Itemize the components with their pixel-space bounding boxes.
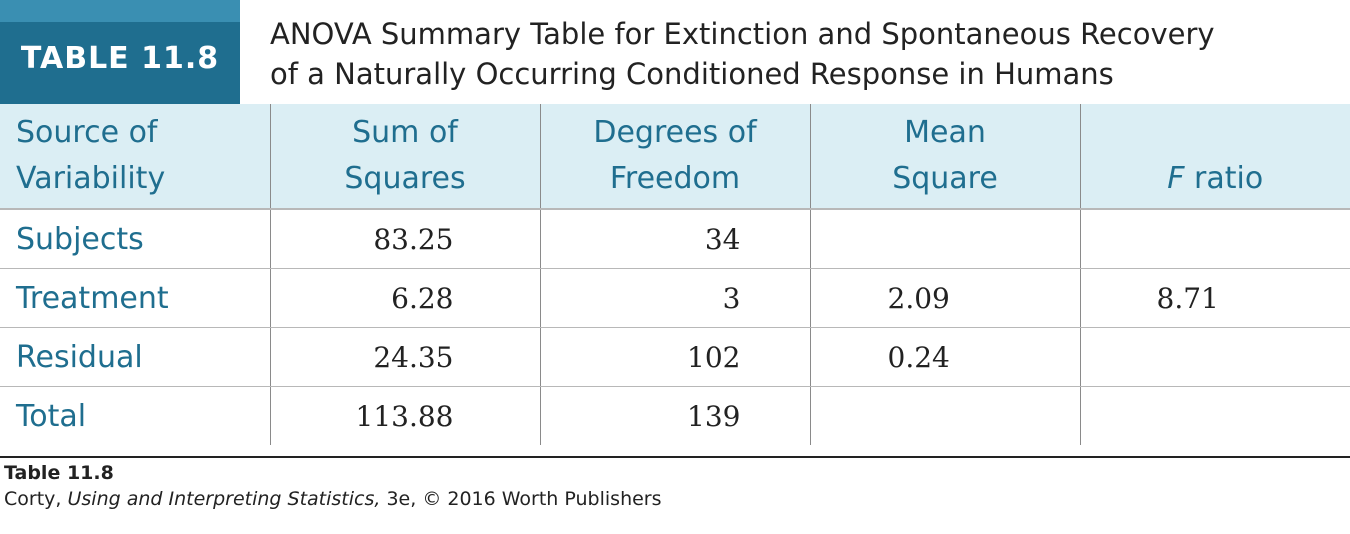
row-degrees-of-freedom: 3 — [539, 268, 810, 328]
row-f-ratio: 8.71 — [1079, 268, 1350, 328]
figure-footer: Table 11.8 Corty, Using and Interpreting… — [4, 460, 662, 512]
credit-book-title: Using and Interpreting Statistics, — [67, 488, 381, 510]
row-mean-square: 0.24 — [809, 327, 1080, 387]
header-df-line1: Degrees of — [593, 115, 757, 150]
row-f-ratio — [1079, 386, 1350, 445]
table-bottom-rule — [0, 456, 1350, 458]
table-caption: ANOVA Summary Table for Extinction and S… — [270, 14, 1340, 94]
cell-value: 83.25 — [373, 222, 454, 256]
header-source: Source of Variability — [0, 104, 270, 210]
header-sum-of-squares: Sum of Squares — [269, 104, 540, 210]
row-mean-square — [809, 386, 1080, 445]
caption-line-2: of a Naturally Occurring Conditioned Res… — [270, 57, 1114, 91]
header-f-rest: ratio — [1184, 161, 1264, 196]
footer-table-id: Table 11.8 — [4, 462, 114, 484]
row-source: Residual — [0, 327, 270, 387]
cell-value: 34 — [704, 222, 741, 256]
table-title-band: TABLE 11.8 ANOVA Summary Table for Extin… — [0, 0, 1350, 104]
footer-credit: Corty, Using and Interpreting Statistics… — [4, 486, 662, 512]
cell-value: 2.09 — [887, 281, 950, 315]
header-ms-line1: Mean — [904, 115, 986, 150]
header-ss-line2: Squares — [344, 161, 466, 196]
header-f-italic: F — [1167, 161, 1185, 196]
cell-value: 102 — [687, 340, 741, 374]
row-degrees-of-freedom: 102 — [539, 327, 810, 387]
row-f-ratio — [1079, 209, 1350, 269]
row-f-ratio — [1079, 327, 1350, 387]
row-source: Treatment — [0, 268, 270, 328]
cell-value: 139 — [687, 399, 741, 433]
caption-line-1: ANOVA Summary Table for Extinction and S… — [270, 17, 1215, 51]
header-mean-square: Mean Square — [809, 104, 1080, 210]
row-sum-of-squares: 113.88 — [269, 386, 540, 445]
table-row: Treatment 6.28 3 2.09 8.71 — [0, 268, 1350, 328]
anova-table: Source of Variability Sum of Squares Degre… — [0, 104, 1350, 445]
cell-value: 6.28 — [391, 281, 454, 315]
header-f-ratio: F ratio — [1079, 104, 1350, 210]
credit-publisher: 3e, © 2016 Worth Publishers — [380, 488, 662, 510]
row-source: Subjects — [0, 209, 270, 269]
header-df-line2: Freedom — [609, 161, 741, 196]
row-degrees-of-freedom: 34 — [539, 209, 810, 269]
badge-label: TABLE 11.8 — [20, 40, 220, 76]
table-header-row: Source of Variability Sum of Squares Degre… — [0, 104, 1350, 210]
row-degrees-of-freedom: 139 — [539, 386, 810, 445]
table-number-badge: TABLE 11.8 — [0, 0, 240, 104]
row-source: Total — [16, 398, 87, 434]
table-row: Subjects 83.25 34 — [0, 209, 1350, 269]
table-row: Total 113.88 139 — [0, 386, 1350, 445]
row-sum-of-squares: 83.25 — [269, 209, 540, 269]
row-mean-square — [809, 209, 1080, 269]
row-sum-of-squares: 24.35 — [269, 327, 540, 387]
cell-value: 8.71 — [1156, 281, 1219, 315]
table-row: Residual 24.35 102 0.24 — [0, 327, 1350, 387]
credit-author: Corty, — [4, 488, 68, 510]
badge-accent-strip — [0, 0, 240, 22]
header-source-line2: Variability — [16, 161, 166, 196]
header-degrees-of-freedom: Degrees of Freedom — [539, 104, 810, 210]
cell-value: 3 — [722, 281, 741, 315]
header-source-line1: Source of — [16, 115, 158, 150]
header-ms-line2: Square — [892, 161, 998, 196]
header-ss-line1: Sum of — [352, 115, 458, 150]
cell-value: 24.35 — [373, 340, 454, 374]
row-mean-square: 2.09 — [809, 268, 1080, 328]
cell-value: 113.88 — [355, 399, 454, 433]
cell-value: 0.24 — [887, 340, 950, 374]
row-sum-of-squares: 6.28 — [269, 268, 540, 328]
